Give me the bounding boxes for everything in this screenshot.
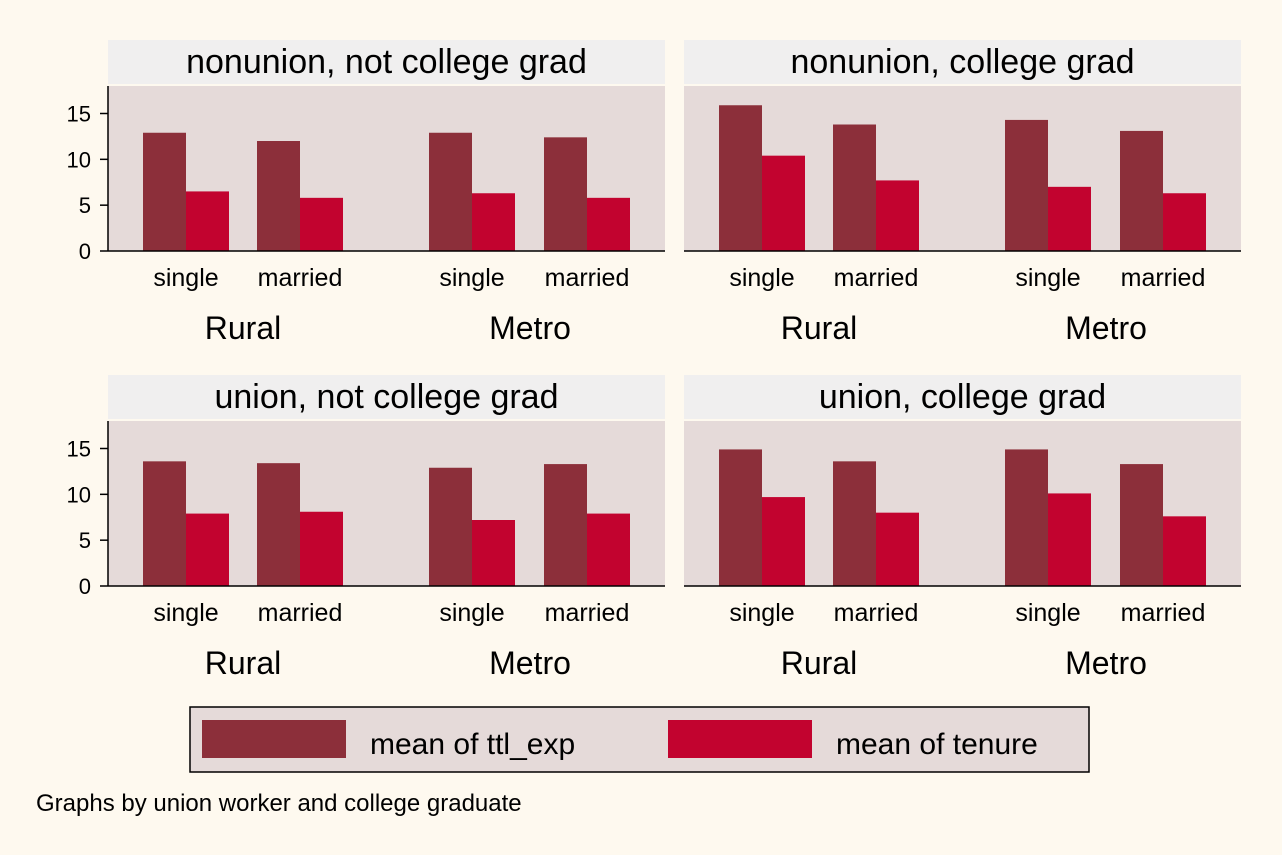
bar-ttl-exp (1005, 119, 1048, 252)
bar-tenure (186, 191, 229, 251)
bar-tenure (472, 520, 515, 586)
bar-tenure (762, 497, 805, 586)
bar-tenure (1163, 516, 1206, 586)
group-label: Rural (205, 310, 281, 346)
chart-panel: union, not college grad 0 5 10 15 single marri… (67, 375, 665, 681)
group-label: Rural (781, 645, 857, 681)
y-tick-label: 0 (79, 239, 91, 264)
bar-ttl-exp (544, 137, 587, 251)
category-label: married (258, 264, 343, 292)
y-tick-label: 0 (79, 574, 91, 599)
panel-title-strip (684, 40, 1241, 84)
bar-tenure (587, 197, 630, 251)
bar-ttl-exp (719, 105, 762, 251)
bar-ttl-exp (833, 124, 876, 251)
panel-title-strip (108, 40, 665, 84)
panel-title-strip (684, 375, 1241, 419)
bar-tenure (186, 513, 229, 586)
group-label: Metro (1065, 645, 1147, 681)
panel-title: union, college grad (819, 378, 1106, 416)
panels-container: nonunion, not college grad 0 5 10 15 single ma… (67, 40, 1241, 681)
bar-tenure (300, 511, 343, 586)
panel-title: nonunion, not college grad (186, 43, 587, 81)
category-label: married (1121, 264, 1206, 292)
group-label: Metro (489, 645, 571, 681)
bar-tenure (587, 513, 630, 586)
graph-note: Graphs by union worker and college gradu… (36, 790, 522, 817)
category-label: single (1015, 599, 1080, 627)
category-label: married (258, 599, 343, 627)
category-label: married (834, 599, 919, 627)
group-label: Rural (781, 310, 857, 346)
bar-tenure (876, 512, 919, 586)
category-label: married (834, 264, 919, 292)
group-label: Metro (489, 310, 571, 346)
panel-title-strip (108, 375, 665, 419)
panel-title: union, not college grad (214, 378, 558, 416)
category-label: single (153, 264, 218, 292)
bar-ttl-exp (257, 463, 300, 586)
category-label: married (545, 599, 630, 627)
bar-tenure (300, 197, 343, 251)
bar-tenure (1048, 493, 1091, 586)
legend-label-ttl-exp: mean of ttl_exp (370, 728, 575, 761)
bar-ttl-exp (257, 141, 300, 251)
bar-ttl-exp (143, 461, 186, 586)
bar-tenure (762, 155, 805, 251)
bar-tenure (1163, 193, 1206, 251)
category-label: single (1015, 264, 1080, 292)
chart-panel: nonunion, not college grad 0 5 10 15 single ma… (67, 40, 665, 346)
bar-ttl-exp (143, 132, 186, 251)
legend-swatch-ttl-exp (202, 720, 346, 758)
bar-ttl-exp (833, 461, 876, 586)
legend-label-tenure: mean of tenure (836, 728, 1038, 761)
bar-ttl-exp (1120, 130, 1163, 251)
category-label: single (439, 599, 504, 627)
bar-tenure (876, 180, 919, 251)
y-tick-label: 5 (79, 193, 91, 218)
bar-ttl-exp (719, 449, 762, 586)
legend: mean of ttl_exp mean of tenure (189, 706, 1090, 773)
bar-ttl-exp (544, 464, 587, 586)
category-label: single (153, 599, 218, 627)
legend-swatch-tenure (668, 720, 812, 758)
category-label: single (439, 264, 504, 292)
bar-tenure (472, 193, 515, 251)
category-label: single (729, 599, 794, 627)
bar-ttl-exp (429, 467, 472, 586)
bar-ttl-exp (1120, 464, 1163, 586)
y-tick-label: 5 (79, 528, 91, 553)
bar-ttl-exp (429, 132, 472, 251)
y-tick-label: 15 (67, 102, 91, 127)
bar-ttl-exp (1005, 449, 1048, 586)
y-tick-label: 10 (67, 147, 91, 172)
bar-tenure (1048, 186, 1091, 251)
category-label: single (729, 264, 794, 292)
category-label: married (545, 264, 630, 292)
category-label: married (1121, 599, 1206, 627)
group-label: Rural (205, 645, 281, 681)
y-tick-label: 10 (67, 482, 91, 507)
y-tick-label: 15 (67, 437, 91, 462)
chart-panel: nonunion, college grad single married singl… (684, 40, 1241, 346)
panel-title: nonunion, college grad (790, 43, 1134, 81)
group-label: Metro (1065, 310, 1147, 346)
chart-panel: union, college grad single married single ma… (684, 375, 1241, 681)
